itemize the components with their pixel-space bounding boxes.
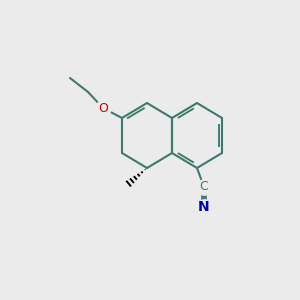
Text: O: O bbox=[98, 101, 108, 115]
Text: N: N bbox=[198, 200, 210, 214]
Text: C: C bbox=[200, 181, 208, 194]
